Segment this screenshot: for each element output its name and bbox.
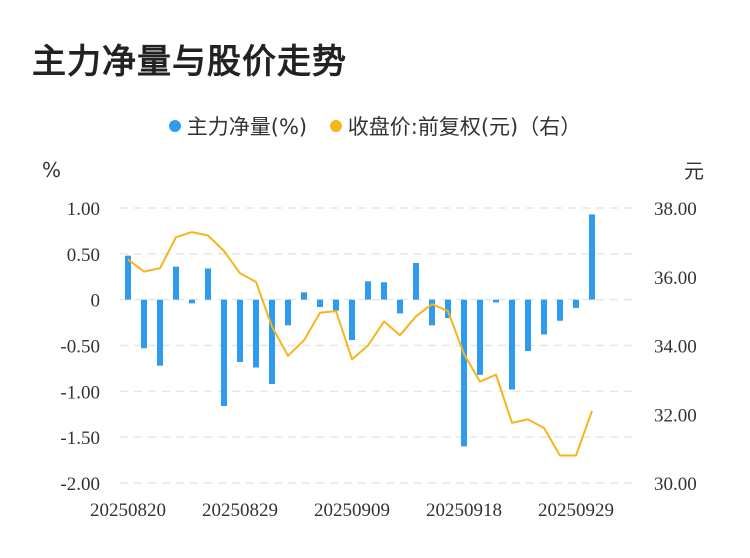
legend-line-label: 收盘价:前复权(元)（右） [347,115,582,139]
left-axis-tick-label: 0 [91,291,101,312]
bar [445,299,451,318]
bar-series [125,214,595,447]
legend-line-swatch [329,120,342,132]
bar [557,299,563,321]
axes: % 元 1.00 0.50 0 -0.50 -1.00 -1.50 -2.00 38.00 36… [42,158,704,521]
bar [349,299,355,340]
price-line [127,231,593,457]
left-axis-tick-label: -2.00 [60,474,100,495]
bar [157,299,163,366]
legend-bar-label: 主力净量(%) [186,115,308,139]
left-axis-tick-label: -0.50 [60,337,100,358]
price-line-series [127,231,593,457]
bar [125,255,131,300]
legend-item-bar[interactable]: 主力净量(%) [168,111,308,141]
bar [589,214,595,300]
x-axis-tick-label: 20250820 [90,500,166,521]
chart-title: 主力净量与股价走势 [32,42,347,82]
x-axis-tick-label: 20250909 [314,500,390,521]
bar [365,281,371,300]
bar [525,299,531,351]
right-axis-unit: 元 [684,159,704,183]
bar [141,299,147,349]
legend-bar-swatch [168,120,181,132]
bar [189,299,195,304]
bar [301,292,307,300]
left-axis-tick-label: 0.50 [67,245,100,266]
legend-item-line[interactable]: 收盘价:前复权(元)（右） [329,111,582,141]
legend: 主力净量(%) 收盘价:前复权(元)（右） [0,111,750,141]
bar [205,268,211,300]
x-axis-tick-label: 20250829 [202,500,278,521]
bar [221,299,227,406]
bar [253,299,259,368]
left-axis-tick-label: 1.00 [67,199,100,220]
bar [509,299,515,390]
right-axis-tick-label: 30.00 [654,474,697,495]
bar [173,266,179,300]
grid-lines [120,207,632,484]
bar [333,299,339,311]
bar [397,299,403,314]
x-axis-tick-label: 20250918 [426,500,502,521]
left-axis-unit: % [42,158,61,182]
bar [461,299,467,447]
left-axis-tick-label: -1.00 [60,382,100,403]
bar [429,299,435,326]
bar [413,263,419,300]
bar [237,299,243,362]
bar [573,299,579,308]
right-axis-tick-label: 38.00 [654,199,697,220]
bar [381,282,387,300]
bar [493,299,499,303]
bar [541,299,547,335]
right-axis-tick-label: 34.00 [654,337,697,358]
left-axis-tick-label: -1.50 [60,428,100,449]
x-axis-tick-label: 20250929 [538,500,614,521]
right-axis-tick-label: 36.00 [654,268,697,289]
bar [269,299,275,384]
bar [477,299,483,375]
bar [317,299,323,307]
right-axis-tick-label: 32.00 [654,405,697,426]
bar [285,299,291,326]
